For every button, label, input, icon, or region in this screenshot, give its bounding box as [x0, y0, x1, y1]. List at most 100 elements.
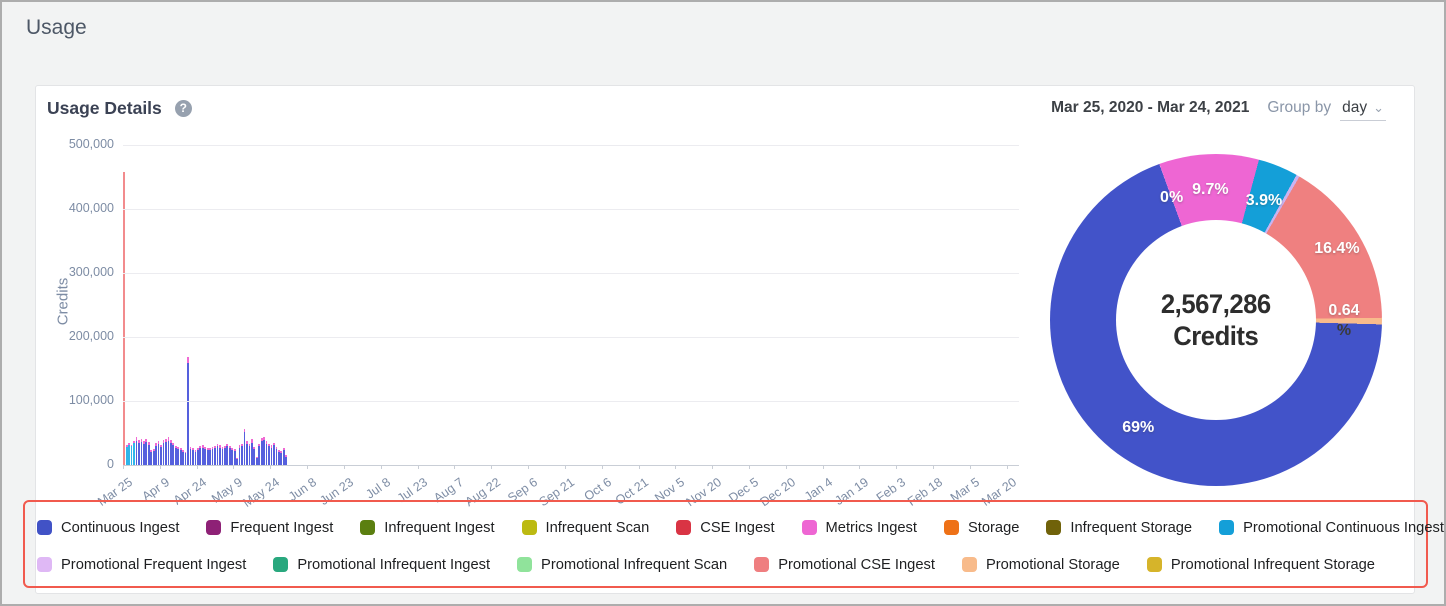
bar	[250, 439, 253, 465]
bar	[265, 441, 268, 465]
bar	[270, 445, 273, 465]
bar	[160, 444, 162, 465]
bar-tip	[253, 447, 256, 449]
card-header: Usage Details ?	[47, 98, 192, 119]
bar	[280, 450, 283, 465]
x-tick	[270, 465, 272, 469]
legend-item-metrics-ingest[interactable]: Metrics Ingest	[801, 519, 917, 536]
legend-item-infrequent-scan[interactable]: Infrequent Scan	[521, 520, 649, 536]
x-tick	[417, 465, 419, 469]
bars-layer[interactable]	[123, 145, 1019, 465]
x-tick	[712, 465, 714, 469]
bar	[233, 449, 236, 465]
bar	[165, 438, 167, 465]
legend-swatch	[517, 557, 533, 572]
bar	[196, 447, 199, 465]
bar	[194, 449, 197, 465]
x-tick	[343, 465, 345, 469]
bar	[255, 456, 258, 465]
bar	[231, 447, 234, 465]
bar	[243, 428, 246, 465]
legend-item-continuous-ingest[interactable]: Continuous Ingest	[37, 520, 179, 536]
card-title: Usage Details	[47, 98, 162, 118]
legend-swatch	[206, 520, 222, 535]
legend-label: Promotional Infrequent Scan	[541, 556, 728, 573]
bar	[211, 447, 214, 465]
legend-label: Promotional Storage	[985, 556, 1120, 573]
legend-item-promotional-continuous-ingest[interactable]: Promotional Continuous Ingest	[1219, 520, 1444, 536]
bar	[221, 447, 224, 465]
bar-tip	[223, 445, 226, 448]
bar-tip	[140, 438, 143, 442]
x-tick	[822, 465, 824, 469]
legend-item-storage[interactable]: Storage	[943, 520, 1019, 536]
bar	[201, 445, 204, 465]
bar-tip	[187, 357, 189, 363]
y-tick-label: 300,000	[68, 265, 114, 279]
y-tick-label: 500,000	[68, 137, 114, 151]
legend-item-promotional-infrequent-storage[interactable]: Promotional Infrequent Storage	[1146, 556, 1375, 573]
bar-tip	[221, 447, 224, 449]
bar-tip	[248, 443, 251, 447]
gridline	[123, 336, 1019, 338]
legend-swatch	[1146, 557, 1162, 572]
legend-label: CSE Ingest	[700, 519, 775, 536]
date-range: Mar 25, 2020 - Mar 24, 2021	[1051, 99, 1250, 116]
y-tick-label: 100,000	[68, 393, 114, 407]
bar-tip	[263, 436, 266, 441]
group-by-label: Group by	[1267, 99, 1332, 116]
bar-tip	[238, 445, 241, 448]
bar	[133, 441, 135, 465]
donut-center-value: 2,567,286	[1161, 288, 1271, 319]
bar-tip	[270, 445, 273, 448]
bar-tip	[162, 440, 165, 444]
legend-item-promotional-infrequent-ingest[interactable]: Promotional Infrequent Ingest	[273, 557, 490, 573]
legend-swatch	[754, 557, 770, 572]
bar	[184, 451, 187, 465]
bar	[187, 357, 189, 465]
bar	[189, 447, 192, 465]
bar-tip	[277, 449, 280, 452]
bar	[140, 438, 143, 465]
donut-chart[interactable]: 2,567,286 Credits 0% 9.7% 3.9% 16.4% 0.64% 69…	[1050, 154, 1382, 486]
legend-item-promotional-cse-ingest[interactable]: Promotional CSE Ingest	[754, 557, 935, 573]
legend-label: Metrics Ingest	[825, 519, 917, 536]
help-icon[interactable]: ?	[174, 100, 192, 117]
bar-tip	[196, 447, 199, 450]
bar-tip	[172, 442, 175, 446]
legend-label: Promotional Infrequent Storage	[1170, 556, 1375, 573]
bar-tip	[142, 441, 145, 444]
legend-item-infrequent-ingest[interactable]: Infrequent Ingest	[360, 519, 495, 536]
bar	[219, 445, 221, 465]
bar-tip	[236, 457, 239, 460]
legend-swatch	[1219, 520, 1235, 535]
legend-item-promotional-frequent-ingest[interactable]: Promotional Frequent Ingest	[37, 557, 246, 573]
bar-tip	[167, 437, 170, 441]
bar-tip	[169, 440, 172, 443]
bar-tip	[128, 442, 131, 445]
legend-item-promotional-infrequent-scan[interactable]: Promotional Infrequent Scan	[517, 557, 727, 573]
y-axis-title: Credits	[54, 277, 72, 326]
bar-tip	[231, 447, 234, 450]
bar	[228, 446, 231, 465]
bar	[142, 441, 145, 465]
bar-tip	[204, 447, 207, 449]
bar-tip	[160, 444, 162, 448]
legend-label: Promotional Infrequent Ingest	[297, 556, 491, 573]
bar	[223, 445, 226, 465]
x-tick-label: Jul 8	[363, 475, 393, 502]
bar-tip	[260, 438, 263, 442]
legend-label: Infrequent Ingest	[384, 519, 495, 536]
legend-item-frequent-ingest[interactable]: Frequent Ingest	[206, 520, 333, 536]
bar	[275, 447, 278, 465]
legend-item-promotional-storage[interactable]: Promotional Storage	[961, 556, 1120, 573]
x-tick	[233, 465, 235, 469]
x-tick	[380, 465, 382, 469]
bar	[147, 441, 150, 465]
group-by-select[interactable]: day ⌄	[1340, 99, 1386, 121]
bar-tip	[125, 445, 128, 448]
legend-item-infrequent-storage[interactable]: Infrequent Storage	[1046, 520, 1192, 536]
legend-item-cse-ingest[interactable]: CSE Ingest	[676, 519, 775, 536]
donut-slice-label: 3.9%	[1245, 192, 1283, 210]
